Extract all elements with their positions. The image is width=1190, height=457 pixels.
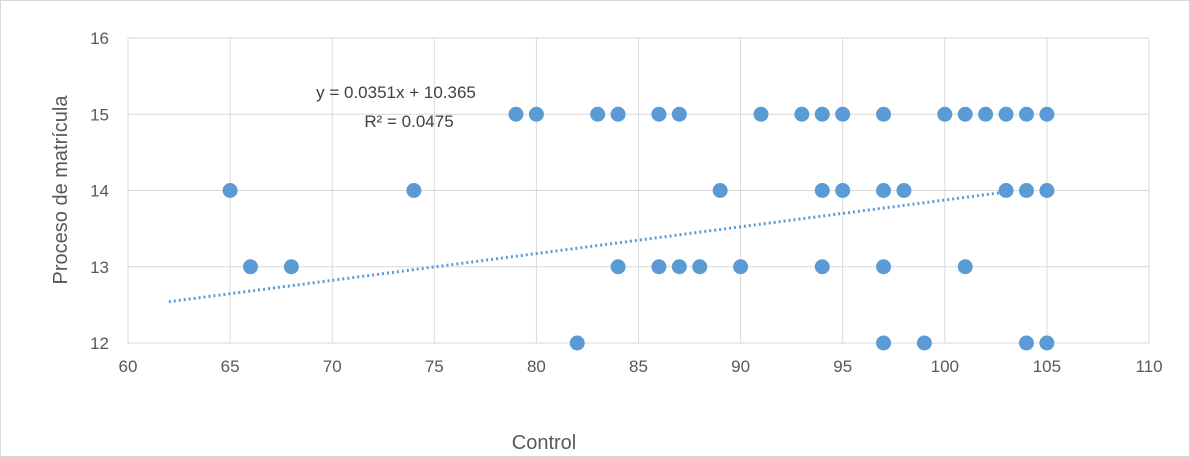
trendline-r-squared: R² = 0.0475 <box>364 112 453 131</box>
tick-labels: 60 65 70 75 80 85 90 95 100 105 110 12 13 14 15 16 <box>90 29 1162 376</box>
data-point <box>610 259 626 275</box>
data-point <box>753 106 769 122</box>
data-point <box>814 183 830 198</box>
data-point <box>508 106 524 122</box>
data-point <box>957 106 973 122</box>
data-point <box>876 106 892 122</box>
data-point <box>957 259 973 275</box>
data-point <box>406 183 422 198</box>
data-point <box>916 335 932 351</box>
data-point <box>569 335 585 351</box>
data-point <box>243 259 259 275</box>
data-point <box>222 183 238 198</box>
data-point <box>733 259 749 275</box>
data-point <box>692 259 708 275</box>
y-tick-label: 12 <box>90 334 109 353</box>
data-point <box>1018 335 1034 351</box>
data-point <box>1039 183 1055 198</box>
data-point <box>814 106 830 122</box>
y-tick-label: 15 <box>90 105 109 124</box>
data-point <box>671 259 687 275</box>
data-point <box>1018 183 1034 198</box>
data-point <box>835 183 851 198</box>
x-tick-label: 75 <box>425 357 444 376</box>
data-point <box>876 183 892 198</box>
data-point <box>937 106 953 122</box>
data-point <box>814 259 830 275</box>
x-tick-label: 65 <box>221 357 240 376</box>
data-point <box>835 106 851 122</box>
data-point <box>876 259 892 275</box>
data-point <box>998 183 1014 198</box>
data-points <box>222 106 1055 351</box>
y-tick-label: 13 <box>90 258 109 277</box>
data-point <box>610 106 626 122</box>
x-tick-label: 95 <box>833 357 852 376</box>
x-tick-label: 60 <box>119 357 138 376</box>
x-tick-label: 90 <box>731 357 750 376</box>
x-tick-label: 85 <box>629 357 648 376</box>
data-point <box>794 106 810 122</box>
data-point <box>528 106 544 122</box>
x-tick-label: 110 <box>1135 357 1162 376</box>
y-tick-label: 16 <box>90 29 109 48</box>
data-point <box>978 106 994 122</box>
data-point <box>1039 335 1055 351</box>
data-point <box>651 106 667 122</box>
data-point <box>876 335 892 351</box>
trendline-group <box>168 190 1007 304</box>
y-tick-label: 14 <box>90 182 109 201</box>
x-tick-label: 70 <box>323 357 342 376</box>
data-point <box>998 106 1014 122</box>
trendline-equation: y = 0.0351x + 10.365 <box>316 83 476 102</box>
x-tick-label: 100 <box>931 357 959 376</box>
data-point <box>651 259 667 275</box>
y-axis-title: Proceso de matrícula <box>50 95 72 285</box>
x-axis-title: Control <box>512 432 576 454</box>
data-point <box>671 106 687 122</box>
data-point <box>1018 106 1034 122</box>
data-point <box>712 183 728 198</box>
data-point <box>283 259 299 275</box>
trendline <box>168 190 1007 304</box>
x-tick-label: 105 <box>1033 357 1061 376</box>
data-point <box>896 183 912 198</box>
x-tick-label: 80 <box>527 357 546 376</box>
data-point <box>590 106 606 122</box>
data-point <box>1039 106 1055 122</box>
gridlines <box>127 37 1150 344</box>
